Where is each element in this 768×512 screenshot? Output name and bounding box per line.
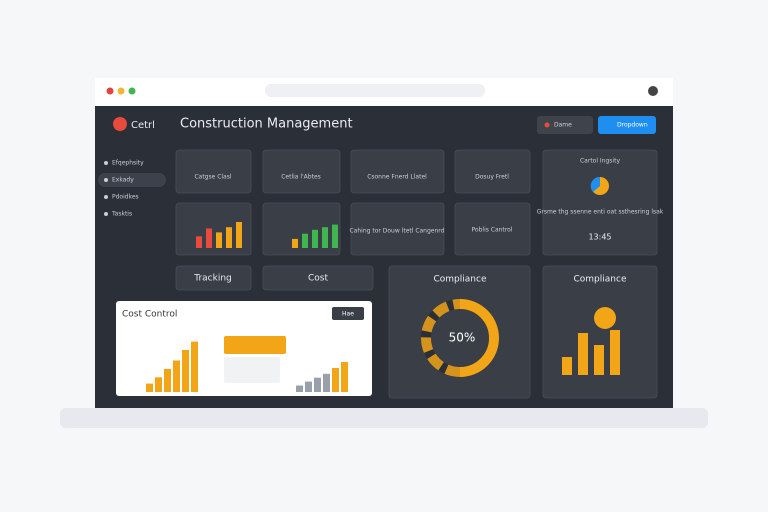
- window-dot: [128, 87, 136, 95]
- card-title: Compliance: [574, 275, 627, 285]
- card: [388, 265, 531, 399]
- bar: [578, 333, 588, 375]
- bar: [146, 383, 153, 392]
- tab-label: Cost: [308, 274, 328, 284]
- tab[interactable]: [262, 265, 374, 291]
- sidebar-icon: [104, 161, 108, 165]
- tab[interactable]: [175, 265, 252, 291]
- bar: [292, 238, 298, 248]
- button[interactable]: [332, 307, 364, 320]
- card[interactable]: [262, 149, 341, 194]
- sidebar-active: [98, 173, 166, 187]
- card-title: Cetlia l'Abtes: [281, 174, 321, 181]
- button-label: Hae: [342, 311, 354, 318]
- bar: [226, 227, 232, 248]
- card-title: Cahing tor Douw ltetl Cangenrd: [350, 228, 445, 235]
- sidebar-icon: [104, 212, 108, 216]
- card: [542, 265, 658, 399]
- card[interactable]: [175, 202, 252, 256]
- tooltip: [224, 336, 286, 354]
- bar: [164, 368, 171, 392]
- page-title: Construction Management: [180, 117, 353, 132]
- sidebar-item: Exkady: [112, 177, 134, 184]
- bar: [296, 385, 303, 392]
- card[interactable]: [454, 202, 531, 256]
- card-title: Cartol Ingsity: [580, 158, 620, 165]
- address-bar[interactable]: [265, 84, 485, 97]
- bar: [610, 330, 620, 375]
- icon: [590, 176, 600, 192]
- time: 13:45: [588, 233, 611, 242]
- bar: [196, 236, 202, 248]
- avatar[interactable]: [648, 86, 658, 96]
- window-dot: [106, 87, 114, 95]
- tab-label: Tracking: [193, 274, 231, 284]
- sidebar-icon: [104, 178, 108, 182]
- bar: [314, 377, 321, 392]
- bar: [216, 232, 222, 248]
- card[interactable]: [454, 149, 531, 194]
- bar: [312, 229, 318, 248]
- button[interactable]: [598, 116, 656, 134]
- sidebar-item: Pdoidkes: [112, 194, 139, 201]
- bar: [182, 350, 189, 392]
- card-title: Csonne Fnerd Llatel: [367, 174, 427, 181]
- legend-box: [224, 357, 280, 383]
- card-title: Poblis Cantrol: [472, 227, 513, 234]
- bar: [322, 227, 328, 248]
- card[interactable]: [350, 202, 445, 256]
- button[interactable]: [537, 116, 593, 134]
- sidebar-item: Efqephsity: [112, 160, 144, 167]
- logo-icon: [113, 117, 127, 131]
- button-label: Dropdown: [617, 122, 648, 129]
- bar: [302, 233, 308, 248]
- donut-arc: [459, 299, 499, 377]
- bar: [155, 377, 162, 392]
- bar: [594, 345, 604, 375]
- button-icon: [544, 122, 550, 128]
- sidebar-icon: [104, 195, 108, 199]
- bar: [332, 224, 338, 248]
- card[interactable]: [350, 149, 445, 194]
- bar: [206, 228, 212, 248]
- donut-label: 50%: [449, 331, 476, 345]
- card[interactable]: [542, 149, 658, 256]
- card-title: Compliance: [434, 275, 487, 285]
- bar: [341, 362, 348, 392]
- sidebar-item: Tasktis: [111, 211, 132, 218]
- card-text: Grsme thg ssenne enti oat ssthesring lsa…: [537, 209, 664, 216]
- logo: Cetrl: [131, 120, 155, 131]
- donut-rest: [421, 299, 461, 377]
- bar: [323, 373, 330, 392]
- bar: [332, 368, 339, 392]
- card[interactable]: [175, 149, 252, 194]
- card[interactable]: [262, 202, 341, 256]
- panel-title: Cost Control: [122, 310, 177, 320]
- card-title: Catgse Clasl: [194, 174, 231, 181]
- bar: [305, 381, 312, 392]
- worker-icon: [594, 307, 616, 329]
- card-title: Dosuy Fretl: [475, 174, 509, 181]
- bar: [236, 222, 242, 248]
- bar: [562, 357, 572, 375]
- button-label: Dame: [554, 122, 572, 129]
- bar: [191, 341, 198, 392]
- laptop-base: [60, 408, 708, 428]
- window-dot: [117, 87, 125, 95]
- bar: [173, 360, 180, 392]
